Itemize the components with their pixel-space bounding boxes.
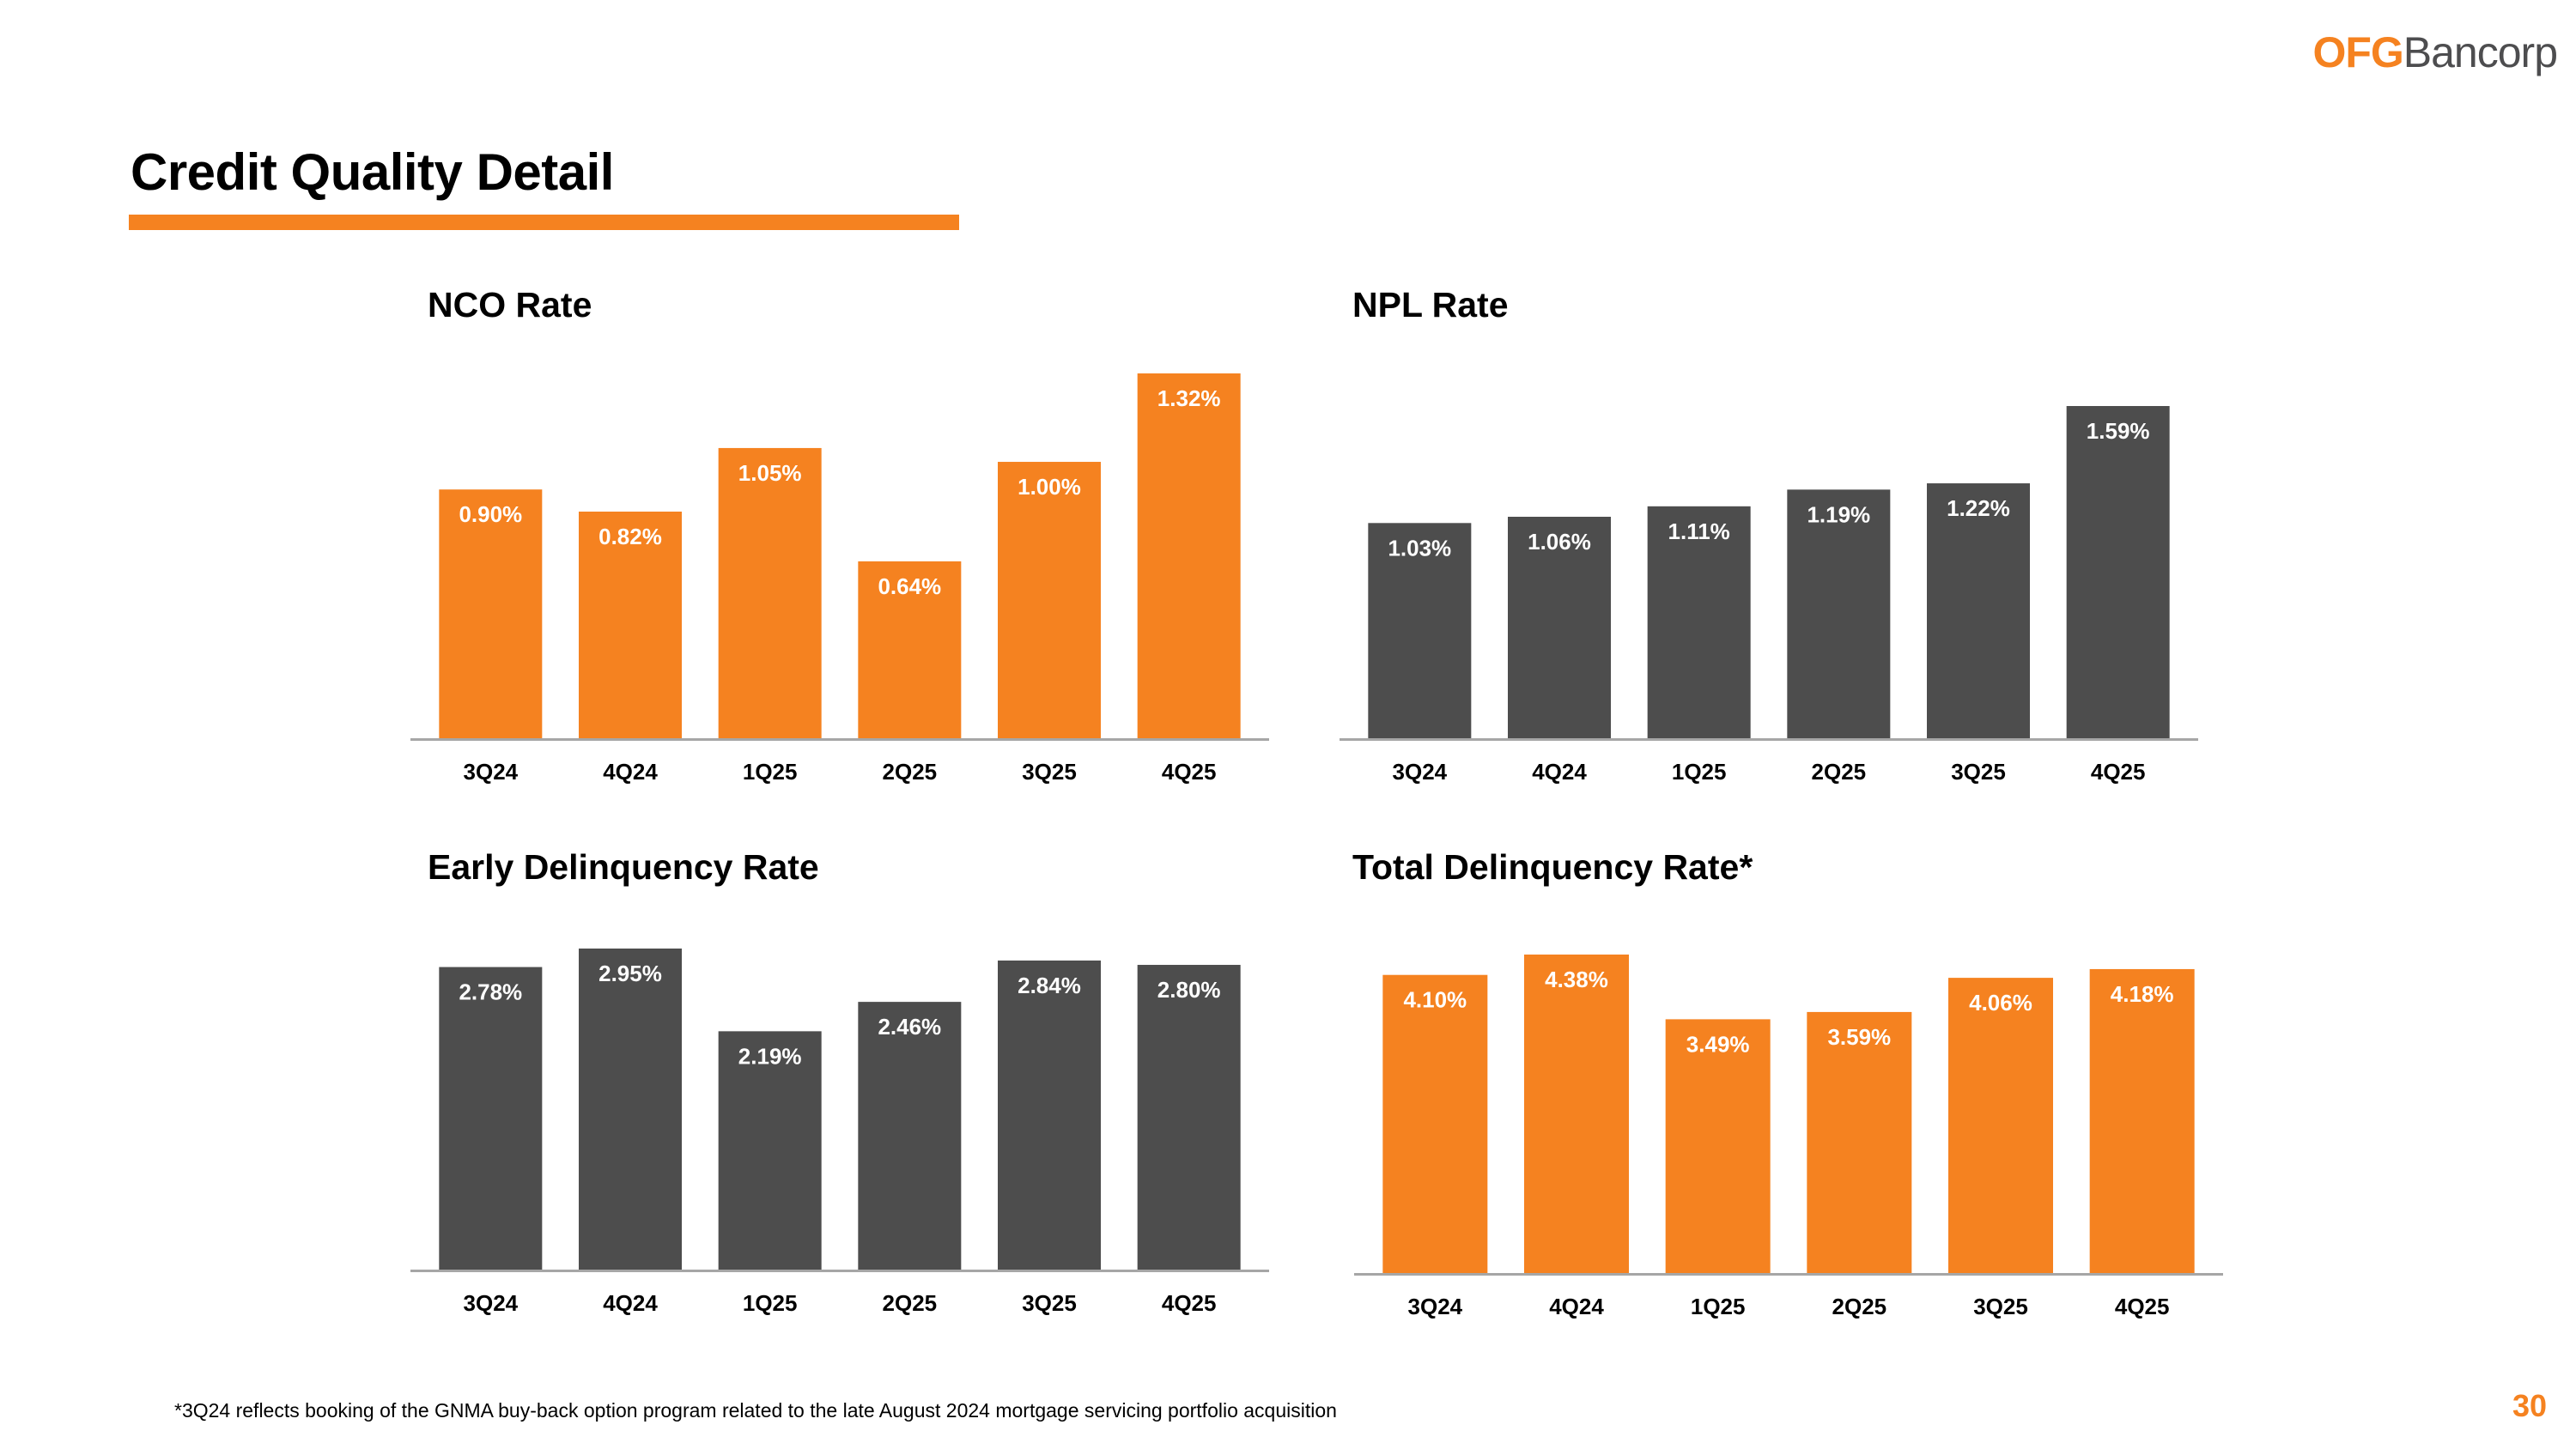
x-tick-label: 4Q25 <box>1162 1290 1217 1316</box>
data-label: 2.19% <box>738 1043 802 1069</box>
chart-total-delinquency-rate: Total Delinquency Rate* 4.10% 3Q24 4.38% 4Q… <box>1352 847 2237 1345</box>
x-tick-label: 1Q25 <box>743 1290 798 1316</box>
x-tick-label: 4Q24 <box>1549 1294 1604 1319</box>
data-label: 1.11% <box>1668 518 1730 544</box>
data-label: 1.22% <box>1947 495 2010 521</box>
x-tick-label: 4Q25 <box>2115 1294 2170 1319</box>
data-label: 0.82% <box>598 524 662 549</box>
x-tick-label: 2Q25 <box>883 1290 938 1316</box>
footnote: *3Q24 reflects booking of the GNMA buy-b… <box>174 1399 1337 1422</box>
chart-title: NCO Rate <box>428 285 592 324</box>
bar-4q25 <box>2089 968 2195 1273</box>
data-label: 1.06% <box>1528 529 1591 555</box>
bar-3q25 <box>998 462 1101 738</box>
chart-title: Total Delinquency Rate* <box>1352 847 1753 887</box>
bar-3q25 <box>998 960 1101 1270</box>
bar-4q24 <box>1508 517 1611 738</box>
chart-early-delinquency-rate: Early Delinquency Rate 2.78% 3Q24 2.95% 4Q2… <box>410 847 1286 1345</box>
bar-2q25 <box>858 561 962 738</box>
bar-1q25 <box>718 447 822 738</box>
bar-4q25 <box>2066 406 2170 738</box>
data-label: 3.49% <box>1686 1031 1750 1057</box>
x-tick-label: 1Q25 <box>1672 759 1727 785</box>
page-title: Credit Quality Detail <box>131 143 614 201</box>
logo-bancorp-text: Bancorp <box>2403 28 2558 76</box>
x-tick-label: 4Q24 <box>603 1290 658 1316</box>
x-tick-label: 2Q25 <box>1832 1294 1887 1319</box>
x-tick-label: 3Q25 <box>1022 759 1077 785</box>
chart-svg: 2.78% 3Q24 2.95% 4Q24 2.19% 1Q25 2.46% 2Q25 2.84… <box>410 949 1269 1316</box>
page-number: 30 <box>2512 1388 2547 1423</box>
bar-1q25 <box>1665 1019 1771 1273</box>
data-label: 2.84% <box>1018 973 1081 998</box>
data-label: 1.03% <box>1388 535 1451 561</box>
x-tick-label: 1Q25 <box>1691 1294 1746 1319</box>
bar-1q25 <box>718 1031 822 1270</box>
chart-svg: 4.10% 3Q24 4.38% 4Q24 3.49% 1Q25 3.59% 2Q25 4.06… <box>1354 955 2223 1319</box>
x-tick-label: 3Q24 <box>464 759 519 785</box>
x-tick-label: 3Q25 <box>1973 1294 2028 1319</box>
data-label: 4.10% <box>1403 987 1467 1013</box>
x-tick-label: 2Q25 <box>1812 759 1867 785</box>
ofg-bancorp-logo: OFGBancorp <box>2312 27 2558 77</box>
x-tick-label: 4Q24 <box>1532 759 1587 785</box>
data-label: 4.38% <box>1545 967 1608 992</box>
bar-3q25 <box>1927 483 2030 738</box>
title-underline-divider <box>129 215 959 230</box>
bar-4q25 <box>1137 373 1241 738</box>
bar-2q25 <box>1787 489 1891 738</box>
data-label: 1.32% <box>1157 385 1221 411</box>
x-tick-label: 3Q25 <box>1022 1290 1077 1316</box>
bar-3q25 <box>1948 978 2053 1273</box>
data-label: 4.18% <box>2111 981 2174 1007</box>
chart-title: NPL Rate <box>1352 285 1509 324</box>
bar-3q24 <box>439 489 543 738</box>
data-label: 0.90% <box>459 501 522 527</box>
bar-2q25 <box>1807 1011 1912 1273</box>
bar-1q25 <box>1647 506 1751 738</box>
data-label: 4.06% <box>1969 990 2032 1016</box>
data-label: 2.95% <box>598 961 662 986</box>
x-tick-label: 1Q25 <box>743 759 798 785</box>
data-label: 2.80% <box>1157 977 1221 1003</box>
chart-svg: 0.90% 3Q24 0.82% 4Q24 1.05% 1Q25 0.64% 2Q25 1.00… <box>410 373 1269 785</box>
chart-svg: 1.03% 3Q24 1.06% 4Q24 1.11% 1Q25 1.19% 2Q25 1.22… <box>1340 406 2198 785</box>
bar-2q25 <box>858 1002 962 1270</box>
data-label: 2.46% <box>878 1014 941 1040</box>
data-label: 0.64% <box>878 573 941 599</box>
data-label: 1.00% <box>1018 474 1081 500</box>
bar-4q24 <box>579 511 682 738</box>
x-tick-label: 3Q24 <box>1408 1294 1463 1319</box>
x-tick-label: 3Q24 <box>1393 759 1448 785</box>
data-label: 2.78% <box>459 979 522 1005</box>
bar-3q24 <box>439 967 543 1270</box>
chart-npl-rate: NPL Rate 1.03% 3Q24 1.06% 4Q24 1.11% 1Q25 1.19… <box>1340 285 2211 800</box>
bar-4q24 <box>579 949 682 1270</box>
data-label: 1.59% <box>2087 418 2150 444</box>
bar-4q24 <box>1524 955 1629 1273</box>
data-label: 3.59% <box>1827 1024 1891 1050</box>
x-tick-label: 4Q25 <box>1162 759 1217 785</box>
x-tick-label: 4Q24 <box>603 759 658 785</box>
x-tick-label: 3Q25 <box>1951 759 2006 785</box>
data-label: 1.19% <box>1807 501 1870 527</box>
x-tick-label: 2Q25 <box>883 759 938 785</box>
bar-4q25 <box>1137 965 1241 1270</box>
x-tick-label: 4Q25 <box>2091 759 2146 785</box>
chart-nco-rate: NCO Rate 0.90% 3Q24 0.82% 4Q24 1.05% 1Q25 0.64… <box>410 285 1286 800</box>
bar-3q24 <box>1368 523 1472 738</box>
x-tick-label: 3Q24 <box>464 1290 519 1316</box>
chart-title: Early Delinquency Rate <box>428 847 819 887</box>
data-label: 1.05% <box>738 460 802 486</box>
logo-ofg-text: OFG <box>2312 28 2403 76</box>
bar-3q24 <box>1382 974 1488 1273</box>
